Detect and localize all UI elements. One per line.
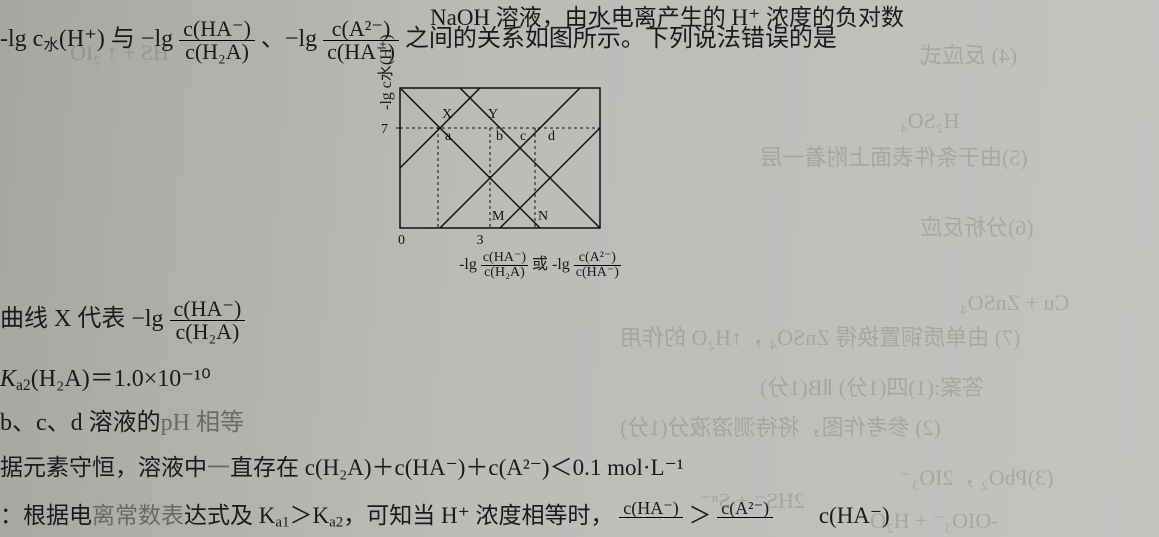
svg-text:d: d	[548, 129, 555, 144]
svg-text:Y: Y	[488, 107, 498, 122]
relation-line: -lg c水(H⁺) 与 −lg c(HA⁻)c(H₂A) 、−lg c(A²⁻…	[0, 18, 837, 63]
frac-ha-h2a: c(HA⁻)c(H₂A)	[179, 18, 255, 63]
bleed-through-text: (7) 由单质铜置换得 ZnSO₄ ，↑H₂O 的作用	[620, 320, 1020, 352]
bleed-through-text: (2) 参考作图，将待测溶液分(1分)	[620, 410, 941, 442]
bleed-through-text: Cu + ZnSO₄	[960, 290, 1069, 316]
svg-text:M: M	[492, 209, 505, 224]
bottom-fragment: ：根据电离常数表达式及 Ka1＞Ka2，可知当 H⁺ 浓度相等时， c(HA⁻)…	[0, 496, 890, 536]
txt: 之间的关系如图所示。下列说法错误的是	[405, 26, 837, 52]
bleed-through-text: 答案:(1)四(1分) ⅡB(1分)	[760, 370, 984, 402]
txt: -lg c水(H⁺) 与 −lg	[0, 26, 179, 52]
y-axis-label: -lg c水(H⁺)	[372, 34, 396, 110]
bleed-through-text: (3)PbO₂ ，2IO₃⁻	[900, 460, 1053, 492]
svg-text:b: b	[496, 129, 503, 144]
svg-text:3: 3	[477, 233, 484, 248]
option-conservation: 据元素守恒，溶液中一直存在 c(H₂A)＋c(HA⁻)＋c(A²⁻)＜0.1 m…	[0, 448, 684, 482]
svg-text:c: c	[520, 129, 526, 144]
option-bcd: b、c、d 溶液的pH 相等	[0, 402, 244, 437]
x-axis-label: -lg c(HA⁻)c(H₂A) 或 -lg c(A²⁻)c(HA⁻)	[400, 250, 680, 280]
svg-text:N: N	[538, 209, 548, 224]
bleed-through-text: H₂SO₄	[900, 108, 959, 134]
frac-curve-x: c(HA⁻)c(H₂A)	[170, 298, 246, 343]
option-curve-x: 曲线 X 代表 −lg c(HA⁻)c(H₂A)	[0, 298, 245, 343]
svg-text:a: a	[445, 129, 452, 144]
bleed-through-text: (6)分析反应	[920, 210, 1034, 242]
txt: 、−lg	[261, 26, 323, 52]
svg-text:7: 7	[381, 122, 388, 137]
svg-text:X: X	[442, 107, 452, 122]
svg-text:0: 0	[398, 233, 405, 248]
bleed-through-text: (4) 反应式	[920, 38, 1017, 70]
bleed-through-text: (5)由于条件表面上附着一层	[760, 140, 1028, 172]
ratio-chart: 703XYabcdMN	[400, 88, 660, 268]
option-ka2: Ka2(H₂A)＝1.0×10⁻¹⁰	[0, 358, 211, 395]
